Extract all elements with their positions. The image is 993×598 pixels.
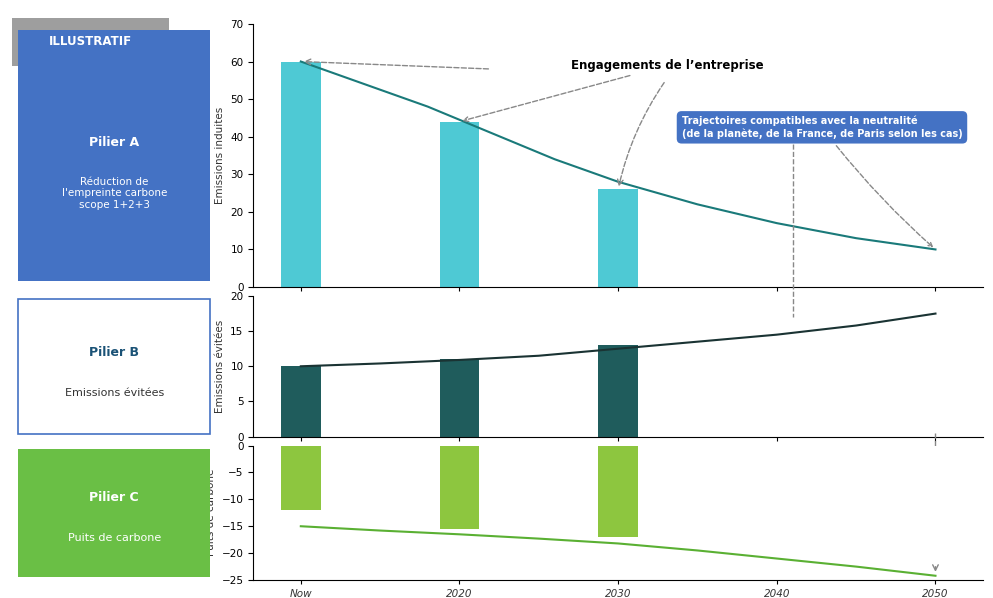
Bar [281, 446, 321, 510]
Text: Pilier A: Pilier A [89, 136, 139, 150]
FancyBboxPatch shape [12, 18, 169, 66]
Bar [440, 359, 480, 437]
Text: Pilier B: Pilier B [89, 346, 139, 359]
Text: Pilier C: Pilier C [89, 491, 139, 504]
Text: ILLUSTRATIF: ILLUSTRATIF [49, 35, 132, 48]
Y-axis label: Emissions induites: Emissions induites [214, 107, 224, 204]
FancyBboxPatch shape [18, 448, 211, 577]
FancyBboxPatch shape [18, 299, 211, 434]
Bar [281, 62, 321, 287]
Text: Réduction de
l'empreinte carbone
scope 1+2+3: Réduction de l'empreinte carbone scope 1… [62, 176, 167, 210]
Y-axis label: Puits de carbone: Puits de carbone [206, 469, 215, 557]
FancyBboxPatch shape [18, 30, 211, 281]
Y-axis label: Emissions évitées: Emissions évitées [214, 320, 224, 413]
Bar [599, 190, 638, 287]
Text: Trajectoires compatibles avec la neutralité
(de la planète, de la France, de Par: Trajectoires compatibles avec la neutral… [681, 116, 962, 246]
Bar [281, 366, 321, 437]
Bar [440, 121, 480, 287]
Bar [599, 446, 638, 537]
Text: Engagements de l’entreprise: Engagements de l’entreprise [464, 59, 764, 121]
Text: Puits de carbone: Puits de carbone [68, 533, 161, 544]
Bar [440, 446, 480, 529]
Bar [599, 345, 638, 437]
Text: Emissions évitées: Emissions évitées [65, 388, 164, 398]
